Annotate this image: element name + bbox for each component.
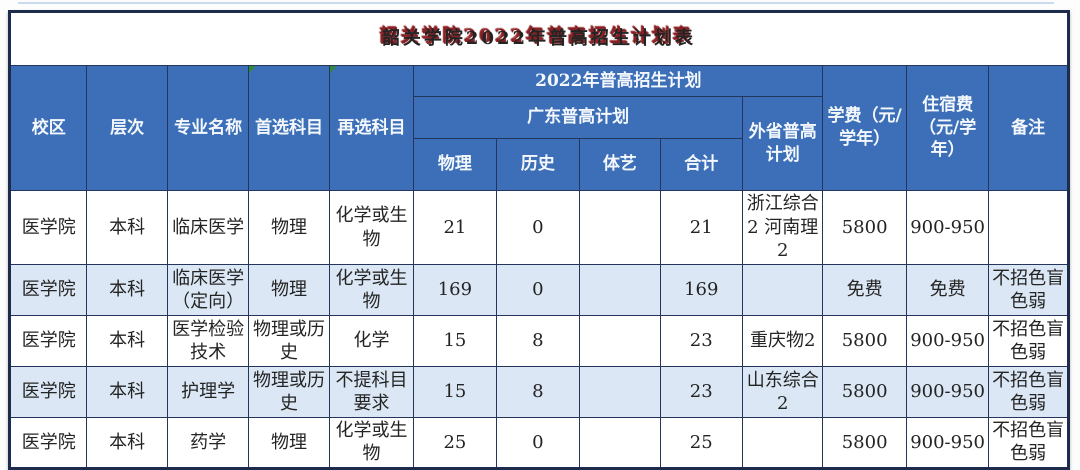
cell-other-province bbox=[741, 264, 824, 316]
cell-tuition: 5800 bbox=[822, 190, 907, 265]
cell-physics: 169 bbox=[413, 264, 497, 316]
cell-remarks bbox=[988, 190, 1069, 265]
col-header-major-name: 专业名称 bbox=[166, 65, 250, 191]
col-header-other-province-plan: 外省普高计划 bbox=[741, 96, 824, 191]
header-row-1: 校区 层次 专业名称 首选科目 再选科目 2022年普高招生计划 学费（元/学年… bbox=[8, 65, 1069, 191]
enrollment-plan-table: 韶关学院2022年普高招生计划表 校区 层次 专业名称 首选科目 再选科目 20… bbox=[8, 10, 1070, 470]
cell-history: 0 bbox=[495, 190, 581, 265]
cell-campus: 医学院 bbox=[8, 264, 88, 316]
header-row-2: 广东普高计划 外省普高计划 bbox=[10, 96, 1069, 191]
table-row: 医学院 本科 护理学 物理或历史 不提科目要求 15 8 23 山东综合2 58… bbox=[8, 366, 1069, 418]
cell-major: 医学检验技术 bbox=[166, 315, 250, 367]
cell-major: 护理学 bbox=[166, 366, 250, 418]
cell-arts-sports bbox=[579, 366, 661, 418]
cell-remarks: 不招色盲色弱 bbox=[988, 417, 1069, 469]
cell-physics: 25 bbox=[413, 417, 497, 469]
col-header-level: 层次 bbox=[86, 65, 168, 191]
title-row: 韶关学院2022年普高招生计划表 bbox=[9, 11, 1069, 66]
cell-total: 23 bbox=[659, 366, 743, 418]
cell-level: 本科 bbox=[86, 190, 168, 265]
col-header-physics: 物理 bbox=[413, 138, 497, 191]
cell-campus: 医学院 bbox=[8, 315, 88, 367]
cell-physics: 15 bbox=[413, 315, 497, 367]
cell-second-subject: 化学 bbox=[328, 315, 415, 367]
col-header-arts-sports: 体艺 bbox=[579, 138, 661, 191]
cell-major: 临床医学 bbox=[166, 190, 250, 265]
cell-first-subject: 物理 bbox=[248, 417, 330, 469]
cell-arts-sports bbox=[579, 264, 661, 316]
cell-campus: 医学院 bbox=[8, 366, 88, 418]
cell-campus: 医学院 bbox=[8, 190, 88, 265]
col-header-second-subject: 再选科目 bbox=[328, 65, 415, 191]
cell-accommodation: 900-950 bbox=[905, 315, 990, 367]
col-header-guangdong-group: 广东普高计划 bbox=[413, 96, 743, 139]
col-header-first-subject-label: 首选科目 bbox=[255, 117, 324, 138]
cell-first-subject: 物理 bbox=[248, 264, 330, 316]
cell-tuition: 5800 bbox=[822, 417, 907, 469]
col-header-first-subject: 首选科目 bbox=[248, 65, 330, 191]
cell-remarks: 不招色盲色弱 bbox=[988, 315, 1069, 367]
cell-level: 本科 bbox=[86, 366, 168, 418]
table-row: 医学院 本科 药学 物理 化学或生物 25 0 25 5800 900-950 … bbox=[8, 417, 1069, 469]
cell-history: 0 bbox=[495, 264, 581, 316]
cell-major: 临床医学（定向） bbox=[166, 264, 250, 316]
col-header-history: 历史 bbox=[495, 138, 581, 191]
cell-total: 23 bbox=[659, 315, 743, 367]
col-header-second-subject-label: 再选科目 bbox=[337, 117, 406, 138]
cell-total: 25 bbox=[659, 417, 743, 469]
col-header-remarks: 备注 bbox=[988, 65, 1069, 191]
col-header-accommodation: 住宿费（元/学年） bbox=[905, 65, 990, 191]
cell-accommodation: 900-950 bbox=[905, 417, 990, 469]
table-row: 医学院 本科 医学检验技术 物理或历史 化学 15 8 23 重庆物2 5800… bbox=[8, 315, 1069, 367]
cell-history: 8 bbox=[495, 315, 581, 367]
cell-physics: 15 bbox=[413, 366, 497, 418]
cell-first-subject: 物理或历史 bbox=[248, 366, 330, 418]
cell-remarks: 不招色盲色弱 bbox=[988, 264, 1069, 316]
col-header-total: 合计 bbox=[659, 138, 743, 191]
cell-other-province bbox=[741, 417, 824, 469]
cell-other-province: 浙江综合2 河南理2 bbox=[741, 190, 824, 265]
cell-level: 本科 bbox=[86, 417, 168, 469]
col-header-plan-2022-group: 2022年普高招生计划 bbox=[413, 65, 824, 97]
cell-first-subject: 物理 bbox=[248, 190, 330, 265]
cell-arts-sports bbox=[579, 417, 661, 469]
cell-second-subject: 不提科目要求 bbox=[328, 366, 415, 418]
cell-level: 本科 bbox=[86, 315, 168, 367]
cell-remarks: 不招色盲色弱 bbox=[988, 366, 1069, 418]
table-title: 韶关学院2022年普高招生计划表 bbox=[9, 11, 1069, 66]
cell-arts-sports bbox=[579, 315, 661, 367]
col-header-tuition: 学费（元/学年） bbox=[822, 65, 907, 191]
cell-major: 药学 bbox=[166, 417, 250, 469]
cell-accommodation: 900-950 bbox=[905, 190, 990, 265]
cell-second-subject: 化学或生物 bbox=[328, 264, 415, 316]
table-row: 医学院 本科 临床医学 物理 化学或生物 21 0 21 浙江综合2 河南理2 … bbox=[8, 190, 1069, 265]
cell-tuition: 免费 bbox=[822, 264, 907, 316]
cell-second-subject: 化学或生物 bbox=[328, 190, 415, 265]
cell-accommodation: 900-950 bbox=[905, 366, 990, 418]
cell-campus: 医学院 bbox=[8, 417, 88, 469]
cell-level: 本科 bbox=[86, 264, 168, 316]
cell-first-subject: 物理或历史 bbox=[248, 315, 330, 367]
cell-total: 21 bbox=[659, 190, 743, 265]
header-row-3: 物理 历史 体艺 合计 bbox=[10, 138, 1069, 191]
cell-arts-sports bbox=[579, 190, 661, 265]
page-top-divider bbox=[18, 2, 1054, 4]
green-corner-marker-icon bbox=[330, 66, 337, 73]
col-header-campus: 校区 bbox=[8, 65, 88, 191]
green-corner-marker-icon bbox=[249, 66, 257, 73]
cell-history: 8 bbox=[495, 366, 581, 418]
enrollment-plan-table-container: 韶关学院2022年普高招生计划表 校区 层次 专业名称 首选科目 再选科目 20… bbox=[8, 10, 1070, 470]
cell-tuition: 5800 bbox=[822, 366, 907, 418]
cell-total: 169 bbox=[659, 264, 743, 316]
cell-history: 0 bbox=[495, 417, 581, 469]
cell-other-province: 重庆物2 bbox=[741, 315, 824, 367]
cell-tuition: 5800 bbox=[822, 315, 907, 367]
cell-accommodation: 免费 bbox=[905, 264, 990, 316]
cell-physics: 21 bbox=[413, 190, 497, 265]
cell-second-subject: 化学或生物 bbox=[328, 417, 415, 469]
cell-other-province: 山东综合2 bbox=[741, 366, 824, 418]
table-row: 医学院 本科 临床医学（定向） 物理 化学或生物 169 0 169 免费 免费… bbox=[8, 264, 1069, 316]
